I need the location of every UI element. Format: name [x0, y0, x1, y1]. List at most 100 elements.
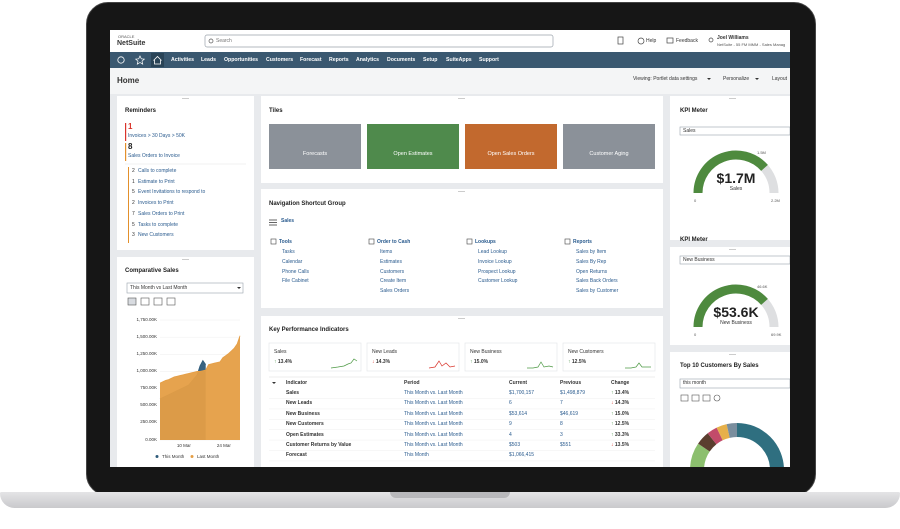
nav-item[interactable]: Activities [171, 57, 195, 63]
tile[interactable] [563, 124, 655, 169]
shortcut-link[interactable]: Lead Lookup [478, 249, 507, 255]
nav-item[interactable]: SuiteApps [446, 57, 472, 63]
period[interactable]: This Month vs. Last Month [404, 431, 463, 438]
previous[interactable]: $551 [560, 442, 572, 448]
period[interactable]: This Month [404, 452, 429, 459]
period[interactable]: This Month vs. Last Month [404, 400, 463, 407]
current[interactable]: $1,700,157 [509, 390, 535, 396]
shortcut-link[interactable]: Open Returns [576, 268, 608, 275]
reminder-count[interactable]: 2 [132, 168, 135, 174]
tile-label[interactable]: Customer Aging [589, 151, 629, 157]
shortcut-link[interactable]: Estimates [380, 258, 402, 265]
reminder-count[interactable]: 5 [132, 189, 135, 196]
meter-select-label[interactable]: Sales [683, 128, 696, 134]
tile-label[interactable]: Open Estimates [393, 151, 433, 157]
previous[interactable]: $1,498,879 [560, 390, 586, 396]
reminder-count[interactable]: 1 [128, 122, 133, 131]
reminder-label[interactable]: Invoices to Print [138, 200, 174, 207]
reminder-label[interactable]: Sales Orders to Print [138, 210, 185, 217]
shortcut-link[interactable]: Prospect Lookup [478, 268, 516, 275]
shortcut-link[interactable]: Sales by Customer [576, 288, 619, 295]
current[interactable]: 4 [509, 431, 512, 438]
personalize-button[interactable]: Personalize [723, 76, 750, 82]
nav-item[interactable]: Documents [387, 57, 416, 63]
tile-label[interactable]: Open Sales Orders [487, 151, 535, 157]
nav-item[interactable]: Support [479, 57, 499, 63]
reminder-label[interactable]: Tasks to complete [138, 221, 179, 228]
reminder-label[interactable]: Estimate to Print [138, 178, 175, 185]
favorites-icon[interactable] [134, 55, 146, 65]
reminder-count[interactable]: 8 [128, 142, 133, 151]
search-box[interactable] [204, 34, 554, 48]
reminder-label[interactable]: Event Invitations to respond to [138, 189, 206, 196]
nav-item[interactable]: Setup [423, 57, 438, 63]
reminder-label[interactable]: Sales Orders to Invoice [128, 153, 180, 159]
nav-item[interactable]: Customers [266, 57, 294, 63]
current[interactable]: $1,066,415 [509, 452, 535, 459]
shortcut-link[interactable]: Sales By Rep [576, 258, 607, 265]
shortcut-link[interactable]: Tasks [282, 249, 295, 255]
column-title[interactable]: Tools [279, 238, 292, 245]
shortcut-link[interactable]: Invoice Lookup [478, 258, 512, 265]
previous[interactable]: 8 [560, 421, 563, 428]
period-select[interactable] [126, 282, 244, 294]
help-icon[interactable] [637, 37, 645, 45]
shortcut-link[interactable]: Customers [380, 268, 405, 275]
period[interactable]: This Month vs. Last Month [404, 421, 463, 428]
layout-button[interactable]: Layout [772, 76, 788, 82]
reminder-count[interactable]: 3 [132, 232, 135, 239]
column-title[interactable]: Reports [573, 238, 592, 245]
tile-label[interactable]: Forecasts [302, 151, 328, 157]
period[interactable]: This Month vs. Last Month [404, 390, 463, 396]
current[interactable]: 6 [509, 400, 512, 407]
viewing-settings[interactable]: Viewing: Portlet data settings [633, 76, 698, 82]
reminder-label[interactable]: Invoices > 30 Days > 50K [128, 133, 185, 139]
chart-type-icons[interactable] [127, 297, 176, 306]
period-select[interactable] [679, 378, 790, 389]
column-title[interactable]: Order to Cash [377, 238, 411, 245]
nav-item[interactable]: Forecast [300, 57, 322, 63]
home-tab[interactable] [151, 53, 164, 67]
user-name[interactable]: Joel Williams [717, 35, 749, 41]
nav-item[interactable]: Leads [201, 57, 216, 63]
reminder-count[interactable]: 5 [132, 221, 135, 228]
nav-item[interactable]: Opportunities [224, 57, 259, 63]
user-icon[interactable] [708, 37, 714, 43]
recent-icon[interactable] [117, 56, 125, 64]
doc-icon[interactable] [617, 36, 624, 45]
reminder-label[interactable]: Calls to complete [138, 168, 177, 174]
current[interactable]: 9 [509, 421, 512, 428]
shortcut-link[interactable]: Sales Orders [380, 288, 410, 295]
shortcut-link[interactable]: Create Item [380, 278, 407, 285]
period-select-label[interactable]: This Month vs Last Month [130, 285, 188, 291]
reminder-label[interactable]: New Customers [138, 232, 174, 239]
help-link[interactable]: Help [646, 38, 657, 44]
reminder-count[interactable]: 2 [132, 200, 135, 207]
period[interactable]: This Month vs. Last Month [404, 410, 463, 417]
period-select-label[interactable]: this month [683, 380, 707, 386]
reminder-count[interactable]: 1 [132, 178, 135, 185]
meter-select-label[interactable]: New Business [683, 257, 715, 263]
meter-select[interactable] [679, 255, 790, 265]
shortcut-link[interactable]: Calendar [282, 258, 303, 265]
feedback-link[interactable]: Feedback [676, 38, 698, 44]
shortcut-link[interactable]: File Cabinet [282, 278, 309, 285]
chart-type-icons[interactable] [680, 394, 721, 402]
meter-select[interactable] [679, 126, 790, 136]
nav-item[interactable]: Analytics [356, 57, 380, 63]
shortcut-link[interactable]: Items [380, 249, 393, 255]
shortcut-link[interactable]: Sales by Item [576, 249, 607, 255]
tile[interactable] [367, 124, 459, 169]
current[interactable]: $503 [509, 442, 521, 448]
user-role[interactable]: NetSuite - 55 FM MMM - Sales Manag [717, 42, 786, 47]
feedback-icon[interactable] [666, 37, 674, 44]
previous[interactable]: $46,619 [560, 410, 579, 417]
current[interactable]: $53,614 [509, 410, 528, 417]
reminder-count[interactable]: 7 [132, 210, 135, 217]
tile[interactable] [269, 124, 361, 169]
period[interactable]: This Month vs. Last Month [404, 442, 463, 448]
previous[interactable]: 3 [560, 431, 563, 438]
column-title[interactable]: Lookups [475, 238, 496, 245]
search-placeholder[interactable]: Search [216, 38, 232, 44]
group-link[interactable]: Sales [281, 218, 295, 224]
